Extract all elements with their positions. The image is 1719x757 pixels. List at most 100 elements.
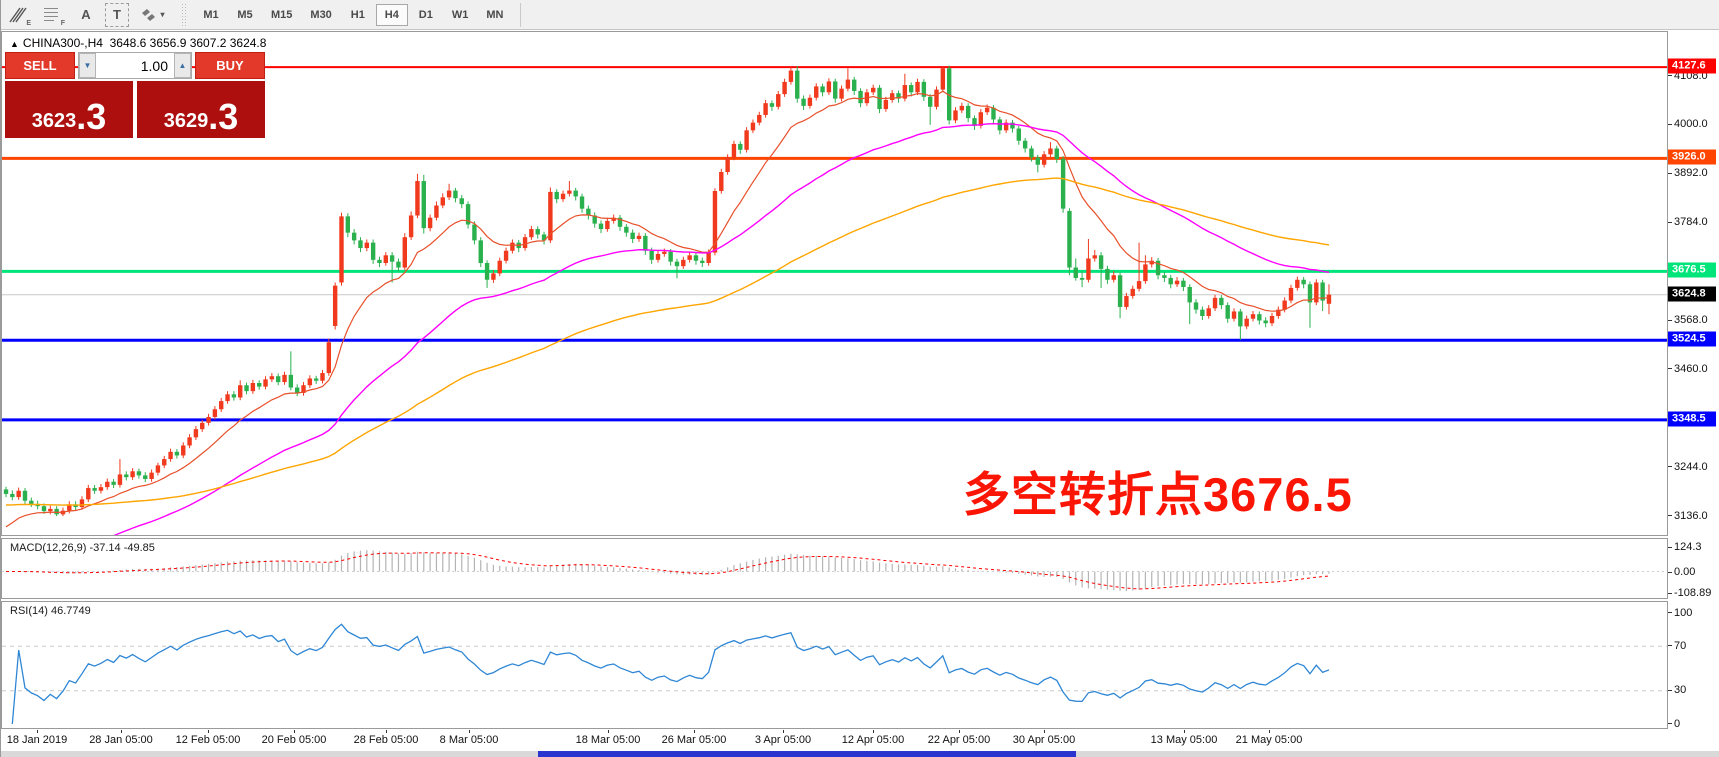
- time-tick-label: 22 Apr 05:00: [927, 734, 991, 746]
- axis-tick-mark: [1668, 546, 1672, 548]
- macd-panel[interactable]: MACD(12,26,9) -37.14 -49.85: [1, 538, 1668, 599]
- axis-tick-label: 3136.0: [1674, 509, 1708, 522]
- time-tick-mark: [294, 730, 295, 733]
- macd-axis: 124.3 0.00 -108.89: [1668, 538, 1719, 599]
- time-axis[interactable]: 18 Jan 2019 28 Jan 05:00 12 Feb 05:00 20 Fe…: [1, 730, 1668, 751]
- toolbar-grip[interactable]: [181, 3, 188, 26]
- rsi-label: RSI(14) 46.7749: [10, 605, 91, 617]
- axis-tick-mark: [1668, 172, 1672, 174]
- axis-tick-mark: [1668, 75, 1672, 76]
- axis-tick-mark: [1668, 592, 1672, 594]
- time-tick-mark: [121, 730, 122, 733]
- timeframe-buttons: M1 M5 M15 M30 H1 H4 D1 W1 MN: [194, 3, 512, 26]
- time-tick-mark: [1269, 730, 1270, 733]
- macd-label: MACD(12,26,9) -37.14 -49.85: [10, 542, 155, 554]
- price-level-label: 4127.6: [1668, 58, 1716, 74]
- axis-tick-label: 70: [1674, 639, 1687, 652]
- axis-tick-mark: [1668, 689, 1672, 691]
- one-click-trade-panel: SELL ▼ 1.00 ▲ BUY 3623 .3 3629 .3: [5, 52, 265, 138]
- axis-tick-mark: [1668, 723, 1672, 724]
- axis-tick-label: 3892.0: [1674, 167, 1708, 180]
- macd-chart: [2, 550, 1667, 592]
- symbol-marker-icon: ▲: [10, 39, 19, 49]
- symbol-ohlc-values: 3648.6 3656.9 3607.2 3624.8: [109, 36, 267, 50]
- price-level-label: 3348.5: [1668, 411, 1716, 427]
- sell-price-main: 3623: [31, 110, 77, 132]
- time-tick-label: 20 Feb 05:00: [261, 734, 327, 746]
- price-level-label: 3524.5: [1668, 331, 1716, 347]
- axis-tick-label: 124.3: [1674, 541, 1702, 554]
- symbol-name: CHINA300-,H4: [22, 36, 103, 50]
- axis-tick-mark: [1668, 368, 1672, 370]
- sell-price-frac: .3: [76, 96, 107, 137]
- time-tick-label: 13 May 05:00: [1150, 734, 1218, 746]
- axis-tick-label: 3568.0: [1674, 314, 1708, 326]
- bottom-scrollbar[interactable]: [1, 751, 1719, 757]
- axis-tick-label: -108.89: [1674, 587, 1712, 600]
- price-chart-panel[interactable]: [1, 31, 1668, 536]
- shapes-icon[interactable]: ▾: [133, 3, 173, 27]
- time-tick-label: 28 Jan 05:00: [89, 734, 153, 746]
- timeframe-button-m30[interactable]: M30: [310, 8, 332, 21]
- time-tick-mark: [783, 730, 784, 733]
- time-tick-mark: [873, 730, 874, 733]
- timeframe-button-w1[interactable]: W1: [451, 8, 469, 21]
- price-level-label: 3926.0: [1668, 149, 1716, 165]
- buy-button[interactable]: BUY: [195, 52, 265, 79]
- sell-quote-box[interactable]: 3623 .3: [5, 81, 133, 138]
- buy-quote-box[interactable]: 3629 .3: [137, 81, 265, 138]
- volume-value[interactable]: 1.00: [140, 57, 168, 74]
- symbol-header: ▲ CHINA300-,H4 3648.6 3656.9 3607.2 3624.…: [10, 36, 266, 50]
- bottom-scrollbar-thumb[interactable]: [538, 751, 1076, 757]
- timeframe-button-h4[interactable]: H4: [375, 3, 408, 26]
- time-tick-label: 3 Apr 05:00: [754, 734, 812, 746]
- timeframe-button-d1[interactable]: D1: [418, 8, 433, 21]
- sell-button[interactable]: SELL: [5, 52, 75, 79]
- toolbar: E F A T ▾ M1 M5 M15 M30 H1 H4 D1 W1 MN: [1, 0, 1719, 30]
- axis-tick-mark: [1668, 123, 1672, 125]
- timeframe-button-m15[interactable]: M15: [271, 8, 293, 21]
- price-level-label: 3624.8: [1668, 286, 1716, 302]
- rsi-panel[interactable]: RSI(14) 46.7749: [1, 601, 1668, 729]
- axis-tick-label: 3244.0: [1674, 460, 1708, 473]
- axis-tick-mark: [1668, 466, 1672, 468]
- axis-tick-mark: [1668, 515, 1672, 517]
- time-tick-mark: [469, 730, 470, 733]
- time-tick-label: 8 Mar 05:00: [439, 734, 499, 746]
- text-label-icon[interactable]: T: [105, 2, 129, 27]
- axis-tick-mark: [1668, 612, 1672, 613]
- price-axis[interactable]: 4108.0 4000.0 3892.0 3784.0 3568.0 3460.0 3244…: [1668, 31, 1719, 536]
- axis-tick-label: 3460.0: [1674, 362, 1708, 375]
- time-tick-label: 26 Mar 05:00: [661, 734, 727, 746]
- timeframe-button-m5[interactable]: M5: [237, 8, 253, 21]
- timeframe-button-mn[interactable]: MN: [486, 8, 504, 21]
- time-tick-mark: [1044, 730, 1045, 733]
- price-level-label: 3676.5: [1668, 262, 1716, 278]
- time-tick-mark: [37, 730, 38, 733]
- volume-stepper: ▼ 1.00 ▲: [78, 52, 192, 79]
- axis-tick-label: 3784.0: [1674, 216, 1708, 229]
- indicator-grid-icon[interactable]: F: [37, 3, 67, 27]
- time-tick-label: 21 May 05:00: [1235, 734, 1303, 746]
- toolbar-separator: [520, 2, 522, 27]
- text-annotation-icon[interactable]: A: [81, 7, 91, 22]
- time-tick-label: 12 Feb 05:00: [175, 734, 241, 746]
- axis-tick-label: 30: [1674, 684, 1687, 697]
- axis-tick-label: 0.00: [1674, 566, 1696, 578]
- line-studies-icon[interactable]: E: [3, 3, 33, 27]
- pivot-annotation-text: 多空转折点3676.5: [963, 468, 1353, 521]
- buy-price-main: 3629: [163, 110, 209, 132]
- volume-down-button[interactable]: ▼: [79, 53, 96, 78]
- axis-tick-label: 0: [1674, 717, 1681, 730]
- time-tick-label: 18 Jan 2019: [6, 734, 68, 746]
- candlestick-chart[interactable]: [2, 32, 1667, 535]
- time-tick-mark: [208, 730, 209, 733]
- time-tick-label: 30 Apr 05:00: [1012, 734, 1076, 746]
- time-tick-label: 18 Mar 05:00: [575, 734, 641, 746]
- axis-tick-mark: [1668, 319, 1672, 321]
- timeframe-button-h1[interactable]: H1: [350, 8, 365, 21]
- time-tick-mark: [386, 730, 387, 733]
- volume-up-button[interactable]: ▲: [174, 53, 191, 78]
- axis-tick-label: 100: [1674, 606, 1693, 619]
- timeframe-button-m1[interactable]: M1: [203, 8, 219, 21]
